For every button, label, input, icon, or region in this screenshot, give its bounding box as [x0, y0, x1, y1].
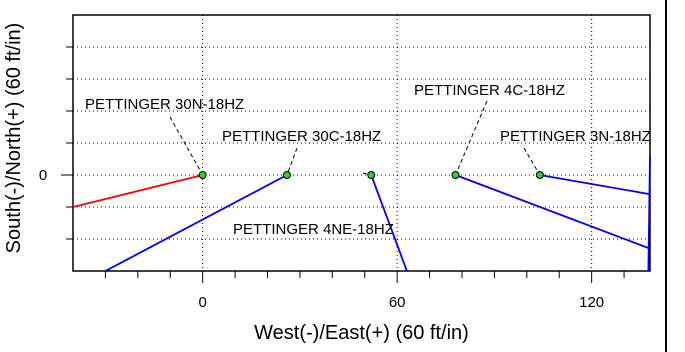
label-leader-line	[455, 100, 488, 176]
well-path	[539, 174, 651, 196]
x-tick-label: 120	[579, 294, 604, 311]
well-path	[104, 174, 288, 272]
surface-marker	[451, 171, 460, 179]
well-label: PETTINGER 4NE-18HZ	[233, 221, 394, 238]
surface-marker	[535, 171, 544, 179]
label-leader-line	[523, 147, 541, 176]
surface-marker	[198, 171, 207, 179]
well-label: PETTINGER 4C-18HZ	[414, 82, 565, 99]
well-path	[647, 155, 651, 272]
x-tick-label: 0	[198, 294, 206, 311]
x-axis-title: West(-)/East(+) (60 ft/in)	[254, 322, 469, 344]
well-label: PETTINGER 3N-18HZ	[500, 128, 651, 145]
x-tick-label: 60	[389, 294, 406, 311]
label-leader-line	[286, 147, 298, 176]
right-border	[665, 0, 667, 352]
label-leader-line	[169, 116, 204, 176]
well-path	[72, 174, 203, 208]
well-label: PETTINGER 30N-18HZ	[85, 96, 244, 113]
minor-ticks	[61, 46, 625, 283]
well-labels: PETTINGER 30N-18HZ PETTINGER 30C-18HZ PETT…	[85, 82, 651, 238]
y-axis-title: South(-)/North(+) (60 ft/in)	[3, 23, 25, 254]
surface-marker	[367, 171, 376, 179]
well-label: PETTINGER 30C-18HZ	[222, 128, 381, 145]
y-tick-label: 0	[39, 167, 47, 184]
surface-markers	[198, 171, 544, 179]
tick-labels: 0 60 120 0	[39, 167, 604, 311]
well-path	[370, 174, 408, 272]
plot-area-frame	[72, 14, 651, 272]
grid-lines	[73, 15, 650, 271]
well-path	[455, 174, 651, 250]
surface-marker	[282, 171, 291, 179]
well-paths	[72, 155, 651, 272]
